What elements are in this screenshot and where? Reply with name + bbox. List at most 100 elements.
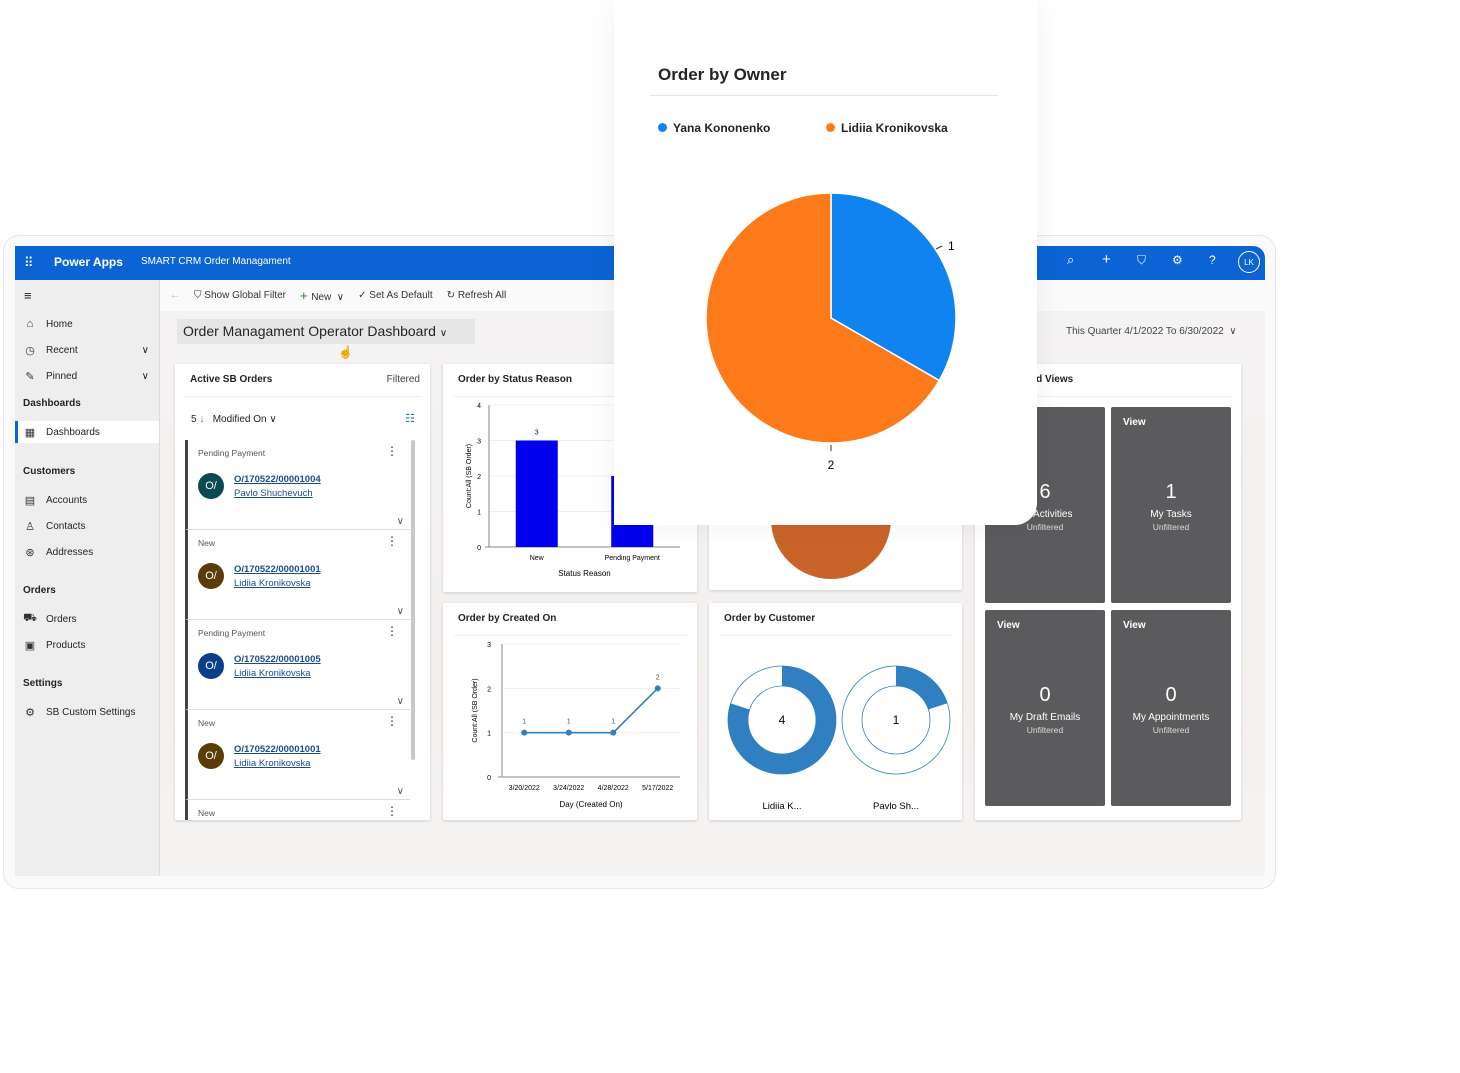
chevron-down-icon[interactable]: ∨ xyxy=(396,606,404,617)
data-point xyxy=(654,685,661,692)
pin-icon: ✎ xyxy=(25,370,35,383)
back-arrow-icon[interactable]: ← xyxy=(170,290,180,301)
sidebar-item-label: Accounts xyxy=(46,494,88,506)
list-item[interactable]: New ⋮ xyxy=(185,800,410,820)
section-header: Orders xyxy=(23,585,56,596)
customer-link[interactable]: Lidiia Kronikovska xyxy=(234,668,311,679)
check-icon: ✓ xyxy=(358,290,370,301)
clock-icon: ◷ xyxy=(25,344,35,357)
more-icon[interactable]: ⋮ xyxy=(386,624,398,638)
refresh-icon: ↻ xyxy=(446,290,458,301)
sidebar-item-contacts[interactable]: ♙ Contacts xyxy=(15,515,159,537)
chevron-down-icon[interactable]: ∨ xyxy=(334,292,345,303)
sidebar-item-orders[interactable]: ⛟ Orders xyxy=(15,608,159,630)
sidebar-item-label: Contacts xyxy=(46,520,86,532)
new-button[interactable]: + New ∨ xyxy=(299,288,345,303)
chevron-down-icon[interactable]: ∨ xyxy=(396,696,404,707)
customer-link[interactable]: Lidiia Kronikovska xyxy=(234,578,311,589)
customer-card: Order by Customer 4 Lidiia K... 1 Pavlo Sh.… xyxy=(709,603,962,820)
gear-icon[interactable]: ⚙ xyxy=(1172,253,1183,267)
sidebar-item-addresses[interactable]: ⊛ Addresses xyxy=(15,541,159,563)
legend-swatch xyxy=(658,123,667,132)
donut-category: Lidiia K... xyxy=(762,801,801,812)
tile-my-tasks[interactable]: View 1 My Tasks Unfiltered xyxy=(1111,407,1231,603)
sidebar-item-label: Pinned xyxy=(46,370,78,382)
donut-category: Pavlo Sh... xyxy=(873,801,919,812)
order-link[interactable]: O/170522/00001005 xyxy=(234,654,321,665)
list-item[interactable]: New ⋮ O/O/170522/00001001 Lidiia Kronikovsk… xyxy=(185,530,410,620)
cart-icon: ⛟ xyxy=(23,612,37,624)
sidebar-item-recent[interactable]: ◷ Recent ∨ xyxy=(15,339,159,361)
more-icon[interactable]: ⋮ xyxy=(386,714,398,728)
orders-list-card: Active SB Orders Filtered 5 ↓ Modified O… xyxy=(175,364,430,820)
label-leader xyxy=(935,245,943,250)
y-tick-label: 3 xyxy=(477,439,481,446)
tile-my-appointments[interactable]: View 0 My Appointments Unfiltered xyxy=(1111,610,1231,806)
pie-label: 2 xyxy=(828,458,835,472)
sort-control[interactable]: 5 ↓ Modified On ∨ xyxy=(191,414,277,425)
donut-value: 4 xyxy=(779,713,786,727)
customer-link[interactable]: Pavlo Shuchevuch xyxy=(234,488,313,499)
chevron-down-icon[interactable]: ∨ xyxy=(396,786,404,797)
arrow-down-icon: ↓ xyxy=(199,414,205,425)
data-point xyxy=(521,729,528,736)
sidebar-item-products[interactable]: ▣ Products xyxy=(15,634,159,656)
sidebar-item-accounts[interactable]: ▤ Accounts xyxy=(15,489,159,511)
list-item[interactable]: Pending Payment ⋮ O/O/170522/00001004 Pavlo… xyxy=(185,440,410,530)
plus-icon[interactable]: + xyxy=(1102,251,1111,268)
period-filter[interactable]: This Quarter 4/1/2022 To 6/30/2022 ∨ xyxy=(1066,326,1237,337)
app-name[interactable]: Power Apps xyxy=(54,255,123,269)
view-options-icon[interactable]: ☷ xyxy=(405,413,415,425)
y-tick-label: 3 xyxy=(487,642,491,649)
list-item[interactable]: Pending Payment ⋮ O/O/170522/00001005 Lidii… xyxy=(185,620,410,710)
help-icon[interactable]: ? xyxy=(1209,253,1216,267)
filter-icon[interactable]: ⛉ xyxy=(1137,253,1147,267)
more-icon[interactable]: ⋮ xyxy=(386,804,398,818)
plus-icon: + xyxy=(299,288,312,303)
refresh-all-button[interactable]: ↻ Refresh All xyxy=(446,290,507,301)
dashboard-selector[interactable]: Order Managament Operator Dashboard ∨ xyxy=(177,319,475,344)
address-icon: ⊛ xyxy=(25,546,35,559)
order-link[interactable]: O/170522/00001001 xyxy=(234,564,321,575)
x-axis-label: Day (Created On) xyxy=(559,800,622,809)
data-point xyxy=(610,729,617,736)
more-icon[interactable]: ⋮ xyxy=(386,534,398,548)
list-item[interactable]: New ⋮ O/O/170522/00001001 Lidiia Kronikovsk… xyxy=(185,710,410,800)
donut-chart: 4 Lidiia K... 1 Pavlo Sh... xyxy=(727,665,951,812)
legend-swatch xyxy=(826,123,835,132)
scrollbar[interactable] xyxy=(411,440,415,760)
hand-cursor-icon: ☝ xyxy=(338,345,353,359)
chevron-down-icon[interactable]: ∨ xyxy=(396,516,404,527)
x-tick-label: 4/28/2022 xyxy=(598,785,629,792)
chevron-down-icon[interactable]: ∨ xyxy=(141,344,149,356)
sidebar-item-dashboards[interactable]: ▦ Dashboards xyxy=(15,421,159,443)
app-launcher-icon[interactable]: ⠿ xyxy=(24,255,34,270)
data-point xyxy=(565,729,572,736)
data-label: 1 xyxy=(567,719,571,726)
home-icon: ⌂ xyxy=(26,318,34,330)
user-avatar[interactable]: LK xyxy=(1238,251,1260,273)
sidebar: ≡ ⌂ Home ◷ Recent ∨ ✎ Pinned ∨ Dashboards ▦ Da… xyxy=(15,280,160,876)
sidebar-item-label: Orders xyxy=(46,613,77,625)
search-icon[interactable]: ⌕ xyxy=(1067,252,1075,267)
avatar: O/ xyxy=(198,743,224,769)
chevron-down-icon[interactable]: ∨ xyxy=(141,370,149,382)
sidebar-item-pinned[interactable]: ✎ Pinned ∨ xyxy=(15,365,159,387)
sidebar-item-home[interactable]: ⌂ Home xyxy=(15,313,159,335)
card-title: Order by Status Reason xyxy=(458,374,572,385)
sidebar-item-label: Recent xyxy=(46,344,78,356)
more-icon[interactable]: ⋮ xyxy=(386,444,398,458)
sidebar-item-sb-custom-settings[interactable]: ⚙ SB Custom Settings xyxy=(15,701,159,723)
customer-link[interactable]: Lidiia Kronikovska xyxy=(234,758,311,769)
order-link[interactable]: O/170522/00001001 xyxy=(234,744,321,755)
set-as-default-button[interactable]: ✓ Set As Default xyxy=(358,290,433,301)
hamburger-icon[interactable]: ≡ xyxy=(24,288,32,303)
tile-my-draft-emails[interactable]: View 0 My Draft Emails Unfiltered xyxy=(985,610,1105,806)
y-axis-label: Count:All (SB Order) xyxy=(466,444,473,508)
box-icon: ▣ xyxy=(24,639,36,652)
order-link[interactable]: O/170522/00001004 xyxy=(234,474,321,485)
section-header: Dashboards xyxy=(23,398,81,409)
show-global-filter-button[interactable]: ⛉ Show Global Filter xyxy=(194,290,286,301)
sidebar-item-label: Dashboards xyxy=(46,426,100,438)
y-tick-label: 1 xyxy=(487,731,491,738)
